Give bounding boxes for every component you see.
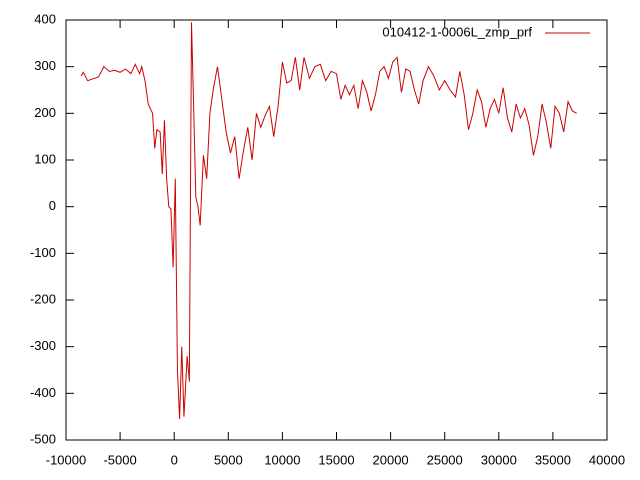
y-tick-label: 400 <box>34 11 56 26</box>
data-line <box>80 22 577 420</box>
x-tick-label: 40000 <box>589 452 625 467</box>
x-tick-label: -5000 <box>103 452 136 467</box>
y-tick-label: 0 <box>49 198 56 213</box>
x-tick-label: 20000 <box>373 452 409 467</box>
x-tick-label: 25000 <box>427 452 463 467</box>
y-tick-label: 300 <box>34 58 56 73</box>
y-tick-label: -200 <box>30 291 56 306</box>
y-tick-label: 100 <box>34 151 56 166</box>
x-tick-label: -10000 <box>46 452 86 467</box>
y-tick-label: -400 <box>30 385 56 400</box>
x-tick-label: 35000 <box>535 452 571 467</box>
x-tick-label: 15000 <box>318 452 354 467</box>
x-tick-label: 0 <box>171 452 178 467</box>
y-tick-label: -500 <box>30 431 56 446</box>
y-tick-label: 200 <box>34 105 56 120</box>
legend-label: 010412-1-0006L_zmp_prf <box>382 24 532 39</box>
x-tick-label: 5000 <box>214 452 243 467</box>
y-tick-label: -100 <box>30 245 56 260</box>
y-tick-label: -300 <box>30 338 56 353</box>
x-tick-label: 30000 <box>481 452 517 467</box>
plot-border <box>65 19 608 441</box>
x-tick-label: 10000 <box>264 452 300 467</box>
